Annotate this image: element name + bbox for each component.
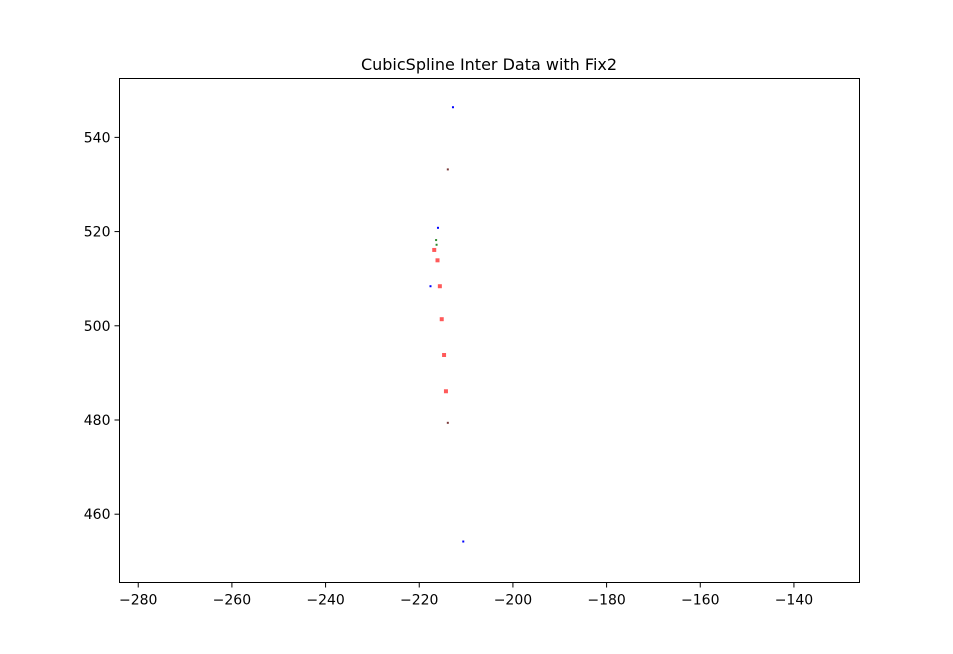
x-tick-label: −220 bbox=[400, 593, 438, 609]
y-tick-label: 460 bbox=[84, 507, 111, 523]
x-tick-label: −140 bbox=[775, 593, 813, 609]
data-point bbox=[446, 168, 449, 171]
data-point bbox=[446, 421, 449, 424]
points-layer bbox=[429, 106, 465, 543]
y-tick-label: 500 bbox=[84, 319, 111, 335]
data-point bbox=[443, 389, 448, 394]
y-tick-label: 520 bbox=[84, 225, 111, 241]
chart-title: CubicSpline Inter Data with Fix2 bbox=[361, 55, 617, 74]
data-point bbox=[429, 285, 432, 288]
x-tick-label: −240 bbox=[306, 593, 344, 609]
y-tick-label: 540 bbox=[84, 130, 111, 146]
x-tick-label: −180 bbox=[587, 593, 625, 609]
data-point bbox=[435, 258, 440, 263]
data-point bbox=[437, 284, 442, 289]
y-tick-label: 480 bbox=[84, 413, 111, 429]
data-point bbox=[462, 540, 465, 543]
ticks-layer: −280 −260 −240 −220 −200 −180 −160 −140 460 480 50… bbox=[84, 130, 813, 608]
data-point bbox=[451, 106, 454, 109]
data-point bbox=[435, 243, 438, 246]
plot-area-frame bbox=[119, 78, 860, 583]
x-tick-label: −200 bbox=[494, 593, 532, 609]
x-tick-label: −160 bbox=[681, 593, 719, 609]
x-tick-label: −280 bbox=[119, 593, 157, 609]
data-point bbox=[435, 239, 438, 242]
data-point bbox=[436, 226, 439, 229]
x-tick-label: −260 bbox=[213, 593, 251, 609]
data-point bbox=[442, 352, 447, 357]
data-point bbox=[439, 317, 444, 322]
data-point bbox=[432, 247, 437, 252]
